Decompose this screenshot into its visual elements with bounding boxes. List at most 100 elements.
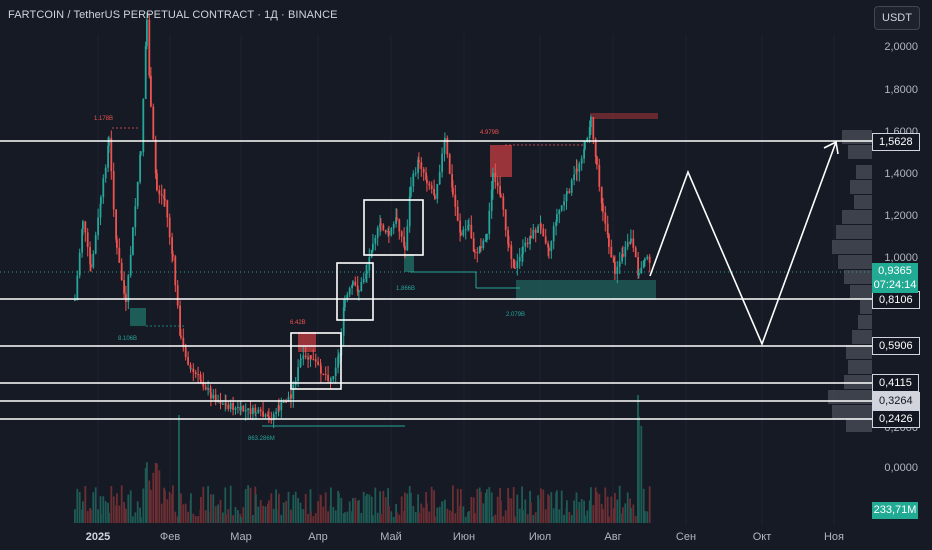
candle-body <box>464 229 467 231</box>
volume-bar <box>270 493 273 523</box>
candle-body <box>314 359 317 362</box>
candle-body <box>337 356 339 368</box>
candle-body <box>634 247 637 258</box>
candle-body <box>342 307 345 336</box>
consolidation-box <box>290 332 342 390</box>
candle-body <box>488 210 491 234</box>
annotation-label: 4.979B <box>480 130 499 136</box>
profile-bar <box>846 418 872 432</box>
candle-body <box>568 191 571 193</box>
candle-body <box>642 260 645 268</box>
candle-body <box>614 261 616 274</box>
candle-body <box>123 280 125 294</box>
currency-button[interactable]: USDT <box>874 6 920 30</box>
candle-body <box>172 254 174 257</box>
candle-body <box>229 403 232 409</box>
candle-body <box>508 244 510 246</box>
volume-bar <box>344 512 346 523</box>
candle-body <box>81 229 83 253</box>
volume-bar <box>382 490 385 523</box>
profile-bar <box>848 360 872 374</box>
candle-body <box>82 221 84 230</box>
candle-body <box>317 361 319 365</box>
volume-bar <box>521 486 523 523</box>
volume-bar <box>468 511 470 523</box>
candle-body <box>422 168 425 173</box>
candle-body <box>516 261 519 268</box>
candle-body <box>486 233 488 241</box>
volume-bar <box>164 490 166 523</box>
volume-bar <box>297 498 299 523</box>
demand-zone <box>516 280 656 300</box>
candle-body <box>570 179 573 193</box>
volume-bar <box>237 510 239 523</box>
candle-body <box>547 243 549 248</box>
volume-bar <box>255 494 257 523</box>
candle-body <box>94 235 97 254</box>
volume-bar <box>598 494 601 523</box>
candle-body <box>104 167 107 179</box>
zones <box>130 113 658 427</box>
volume-bar <box>92 492 95 523</box>
candle-body <box>624 247 627 257</box>
candle-body <box>240 406 242 411</box>
candle-body <box>227 404 230 409</box>
volume-bar <box>492 516 494 523</box>
profile-bar <box>832 240 872 254</box>
candle-body <box>403 236 405 247</box>
volume-bar <box>294 491 297 523</box>
volume-bar <box>210 494 212 523</box>
volume-bar <box>272 508 275 523</box>
price-label: 1,2000 <box>884 210 918 222</box>
volume-bar <box>510 498 513 523</box>
candle-body <box>596 156 598 165</box>
level-label: 0,5906 <box>872 337 920 355</box>
candle-body <box>637 257 639 276</box>
volume-bar <box>366 493 368 523</box>
price-label: 1,8000 <box>884 84 918 96</box>
candle-body <box>468 224 470 226</box>
candle-body <box>163 195 165 199</box>
candle-body <box>278 405 280 411</box>
volume-bar <box>602 509 604 523</box>
volume-bar <box>97 509 99 523</box>
volume-bar <box>398 514 401 523</box>
candle-body <box>110 138 113 172</box>
candle-body <box>254 407 257 413</box>
candle-body <box>136 181 139 207</box>
candle-body <box>396 217 398 220</box>
volume-bar <box>534 512 537 523</box>
candle-body <box>272 413 275 421</box>
candle-body <box>370 249 373 258</box>
candle-body <box>555 221 557 227</box>
volume-bar <box>332 506 335 523</box>
profile-bar <box>842 210 872 224</box>
candle-body <box>470 224 473 239</box>
candle-body <box>459 220 461 233</box>
volume-bar <box>172 485 174 523</box>
profile-bar <box>838 255 872 269</box>
volume-bar <box>387 488 389 523</box>
candle-body <box>297 367 299 382</box>
volume-bar <box>430 486 433 523</box>
volume-spike <box>637 395 639 523</box>
candle-body <box>499 186 501 196</box>
candle-body <box>418 159 420 163</box>
profile-bar <box>860 300 872 314</box>
candle-body <box>146 19 148 46</box>
profile-bar <box>856 165 872 179</box>
volume-bar <box>110 486 113 523</box>
candle-body <box>152 106 155 140</box>
candle-body <box>84 221 87 233</box>
volume-bar <box>438 506 441 523</box>
volume-bar <box>380 513 382 523</box>
volume-bar <box>532 514 535 523</box>
candle-body <box>580 158 583 164</box>
candle-body <box>292 385 295 399</box>
candle-body <box>334 367 337 377</box>
candle-body <box>400 231 403 237</box>
candle-body <box>583 149 585 159</box>
volume-bar <box>217 504 219 523</box>
price-label: 1,4000 <box>884 168 918 180</box>
